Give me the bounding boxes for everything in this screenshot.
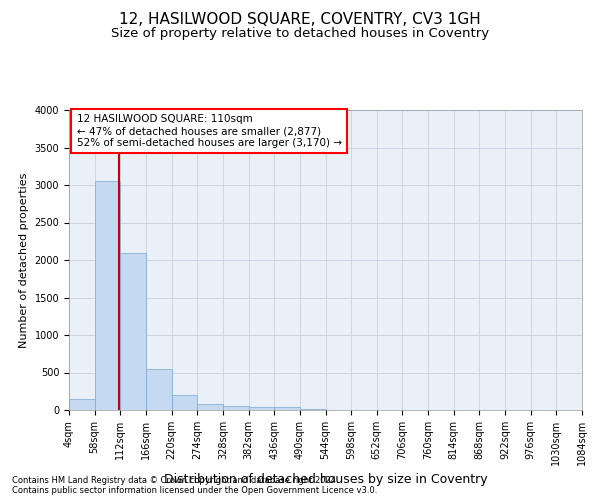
Text: Size of property relative to detached houses in Coventry: Size of property relative to detached ho… xyxy=(111,28,489,40)
Text: 12 HASILWOOD SQUARE: 110sqm
← 47% of detached houses are smaller (2,877)
52% of : 12 HASILWOOD SQUARE: 110sqm ← 47% of det… xyxy=(77,114,341,148)
Text: 12, HASILWOOD SQUARE, COVENTRY, CV3 1GH: 12, HASILWOOD SQUARE, COVENTRY, CV3 1GH xyxy=(119,12,481,28)
Bar xyxy=(172,395,197,410)
Text: Contains HM Land Registry data © Crown copyright and database right 2024.: Contains HM Land Registry data © Crown c… xyxy=(12,476,338,485)
Y-axis label: Number of detached properties: Number of detached properties xyxy=(19,172,29,348)
Bar xyxy=(120,252,146,410)
Bar xyxy=(223,406,248,410)
Bar xyxy=(69,399,95,410)
X-axis label: Distribution of detached houses by size in Coventry: Distribution of detached houses by size … xyxy=(164,474,487,486)
Bar xyxy=(146,369,172,410)
Text: Contains public sector information licensed under the Open Government Licence v3: Contains public sector information licen… xyxy=(12,486,377,495)
Bar xyxy=(274,407,300,410)
Bar xyxy=(197,404,223,410)
Bar xyxy=(248,406,274,410)
Bar xyxy=(300,409,325,410)
Bar xyxy=(95,181,120,410)
